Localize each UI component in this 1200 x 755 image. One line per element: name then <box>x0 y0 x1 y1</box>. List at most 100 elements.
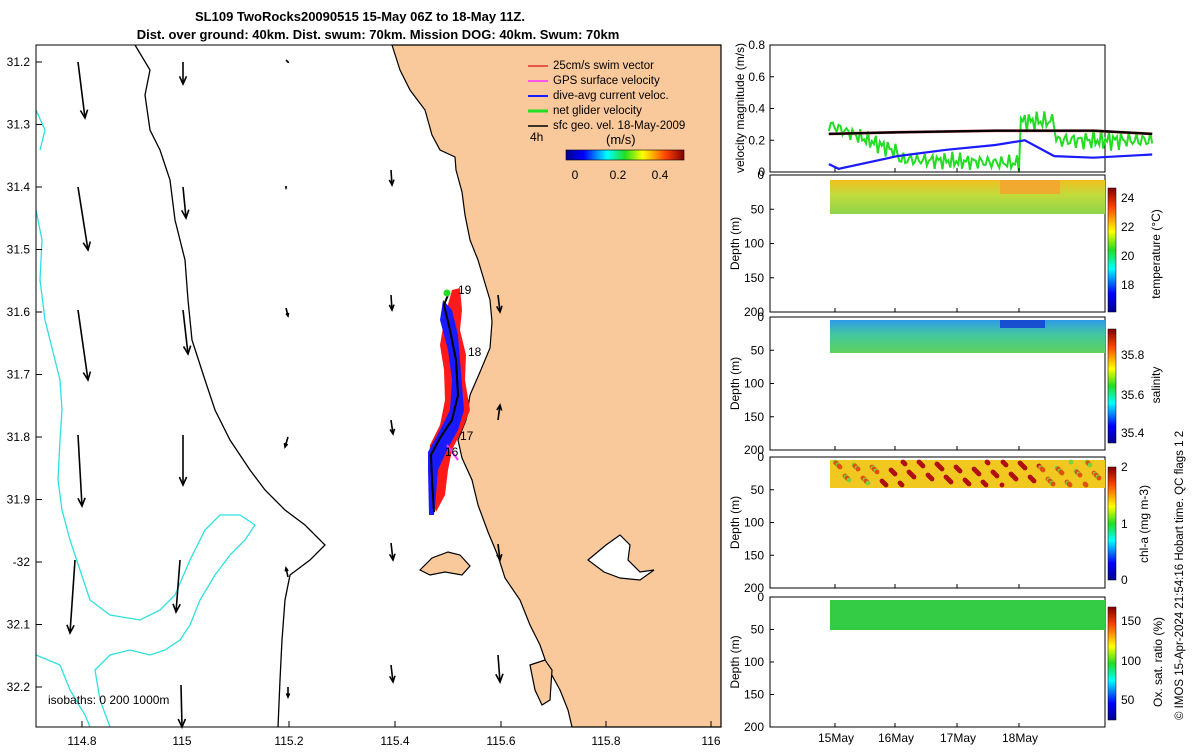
sfc-geo-velocity-line <box>828 129 1153 136</box>
chla-sample-dot <box>902 461 908 467</box>
depth-tick-label: 200 <box>744 581 764 595</box>
chart-title-line2: Dist. over ground: 40km. Dist. swum: 70k… <box>137 27 620 42</box>
map-xtick-label: 115.2 <box>274 734 303 748</box>
chla-sample-dot <box>994 473 1000 479</box>
chla-sample-dot <box>865 480 871 486</box>
depth-tick-label: 100 <box>744 237 764 251</box>
velocity-axes <box>769 44 1106 173</box>
legend-label-net: net glider velocity <box>553 105 642 117</box>
colorbar-ticks: 24 22 20 18 35.8 35.6 35.4 2 1 0 150 100 50 <box>1121 191 1145 707</box>
map-xtick-label: 114.8 <box>67 734 96 748</box>
geo-velocity-arrow <box>283 436 289 449</box>
colorbar-tick-label: 35.4 <box>1121 426 1145 440</box>
colorbar-tick-label: 150 <box>1121 614 1141 628</box>
temperature-colorbar <box>1107 187 1117 313</box>
chla-sample-dot <box>911 474 917 480</box>
chla-sample-dot <box>929 476 935 482</box>
map-ytick-label: -32 <box>13 555 31 569</box>
geo-velocity-arrow <box>284 186 288 190</box>
geo-velocity-arrow <box>284 566 289 578</box>
track-label-17: 17 <box>460 429 474 443</box>
estuary <box>587 534 655 581</box>
chla-panel <box>769 456 1117 589</box>
oxygen-cbar-label: Ox. sat. ratio (%) <box>1151 617 1165 707</box>
depth-tick-label: 0 <box>757 168 764 182</box>
depth-tick-label: 0 <box>757 310 764 324</box>
salinity-fresh-patch <box>1000 320 1045 328</box>
chla-sample-dot <box>985 460 991 466</box>
colorbar-tick-0: 0 <box>572 168 579 182</box>
geo-velocity-arrow <box>388 664 396 684</box>
salinity-field <box>830 320 1105 353</box>
geo-velocity-arrow <box>172 559 181 614</box>
depth-tick-label: 50 <box>751 343 765 357</box>
geo-velocity-arrow <box>388 542 396 562</box>
rottnest-island <box>529 659 553 706</box>
chla-sample-dot <box>846 477 852 483</box>
chla-sample-dot <box>1040 467 1046 473</box>
colorbar-tick-label: 18 <box>1121 278 1135 292</box>
time-x-axis: 15May 16May 17May 18May <box>818 168 1038 745</box>
depth-tick-label: 0 <box>757 590 764 604</box>
isobath-200m <box>134 44 326 728</box>
chla-sample-dot <box>1031 478 1037 484</box>
oxygen-field <box>830 600 1105 630</box>
chla-sample-dot <box>1050 481 1056 487</box>
map-ytick-label: 31.9 <box>7 493 31 507</box>
depth-ylabel: Depth (m) <box>728 496 742 549</box>
depth-tick-label: 50 <box>751 623 765 637</box>
geo-velocity-arrow <box>77 61 89 120</box>
chla-sample-dot <box>1087 462 1093 468</box>
map-xtick-label: 115.6 <box>486 734 515 748</box>
gps-surface-velocity-arrow <box>446 444 459 461</box>
depth-tick-label: 200 <box>744 720 764 734</box>
colorbar-tick-label: 0 <box>1121 573 1128 587</box>
geo-velocity-arrow <box>496 403 503 421</box>
oxygen-colorbar <box>1107 606 1117 721</box>
velocity-panel: 0 0.2 0.4 0.6 0.8 velocity magnitude (m/s) <box>733 38 1154 179</box>
colorbar-tick-label: 35.6 <box>1121 388 1145 402</box>
chla-sample-dot <box>855 466 861 472</box>
velocity-y-axis: 0 0.2 0.4 0.6 0.8 <box>748 38 774 179</box>
colorbar-tick-label: 2 <box>1121 460 1128 474</box>
geostrophic-arrows <box>66 59 504 729</box>
glider-track <box>428 288 470 515</box>
chla-sample-dot <box>948 479 954 485</box>
chla-sample-dot <box>1059 470 1065 476</box>
geo-velocity-arrow <box>496 543 503 562</box>
chla-sample-dot <box>837 464 843 470</box>
velocity-series <box>827 111 1154 172</box>
salinity-colorbar <box>1107 328 1117 444</box>
chla-sample-dot <box>1003 462 1009 468</box>
depth-tick-label: 0 <box>757 450 764 464</box>
colorbar-tick-label: 100 <box>1121 654 1141 668</box>
track-label-18: 18 <box>468 345 482 359</box>
copyright-note: © IMOS 15-Apr-2024 21:54:16 Hobart time.… <box>1174 431 1186 720</box>
map-ytick-label: 31.8 <box>7 430 31 444</box>
legend-label-gps: GPS surface velocity <box>553 75 660 87</box>
velocity-ytick-label: 0.2 <box>748 133 765 147</box>
colorbar-tick-label: 1 <box>1121 517 1128 531</box>
chla-sample-dot <box>999 482 1005 488</box>
geo-velocity-arrow <box>66 559 76 635</box>
salinity-cbar-label: salinity <box>1149 367 1163 404</box>
track-start-marker <box>443 289 451 297</box>
depth-tick-label: 150 <box>744 410 764 424</box>
chla-colorbar <box>1107 466 1117 581</box>
map-panel: 19 18 17 16 25cm/s swim vector GPS surfa… <box>7 44 722 748</box>
net-glider-velocity-line <box>827 111 1154 172</box>
velocity-ytick-label: 0.8 <box>748 38 765 52</box>
geo-velocity-arrow <box>389 419 396 436</box>
legend-label-current: dive-avg current veloc. <box>553 90 669 102</box>
time-xtick-label: 15May <box>818 731 854 745</box>
map-frame <box>35 44 722 728</box>
temperature-warm-patch <box>1000 180 1060 194</box>
depth-tick-label: 50 <box>751 483 765 497</box>
colorbar-tick-1: 0.2 <box>610 168 627 182</box>
geo-velocity-arrow <box>495 294 503 314</box>
oxygen-panel <box>769 596 1117 728</box>
geo-velocity-arrow <box>285 687 291 699</box>
map-ytick-label: 31.4 <box>7 180 31 194</box>
chla-high-dots <box>832 459 1102 488</box>
